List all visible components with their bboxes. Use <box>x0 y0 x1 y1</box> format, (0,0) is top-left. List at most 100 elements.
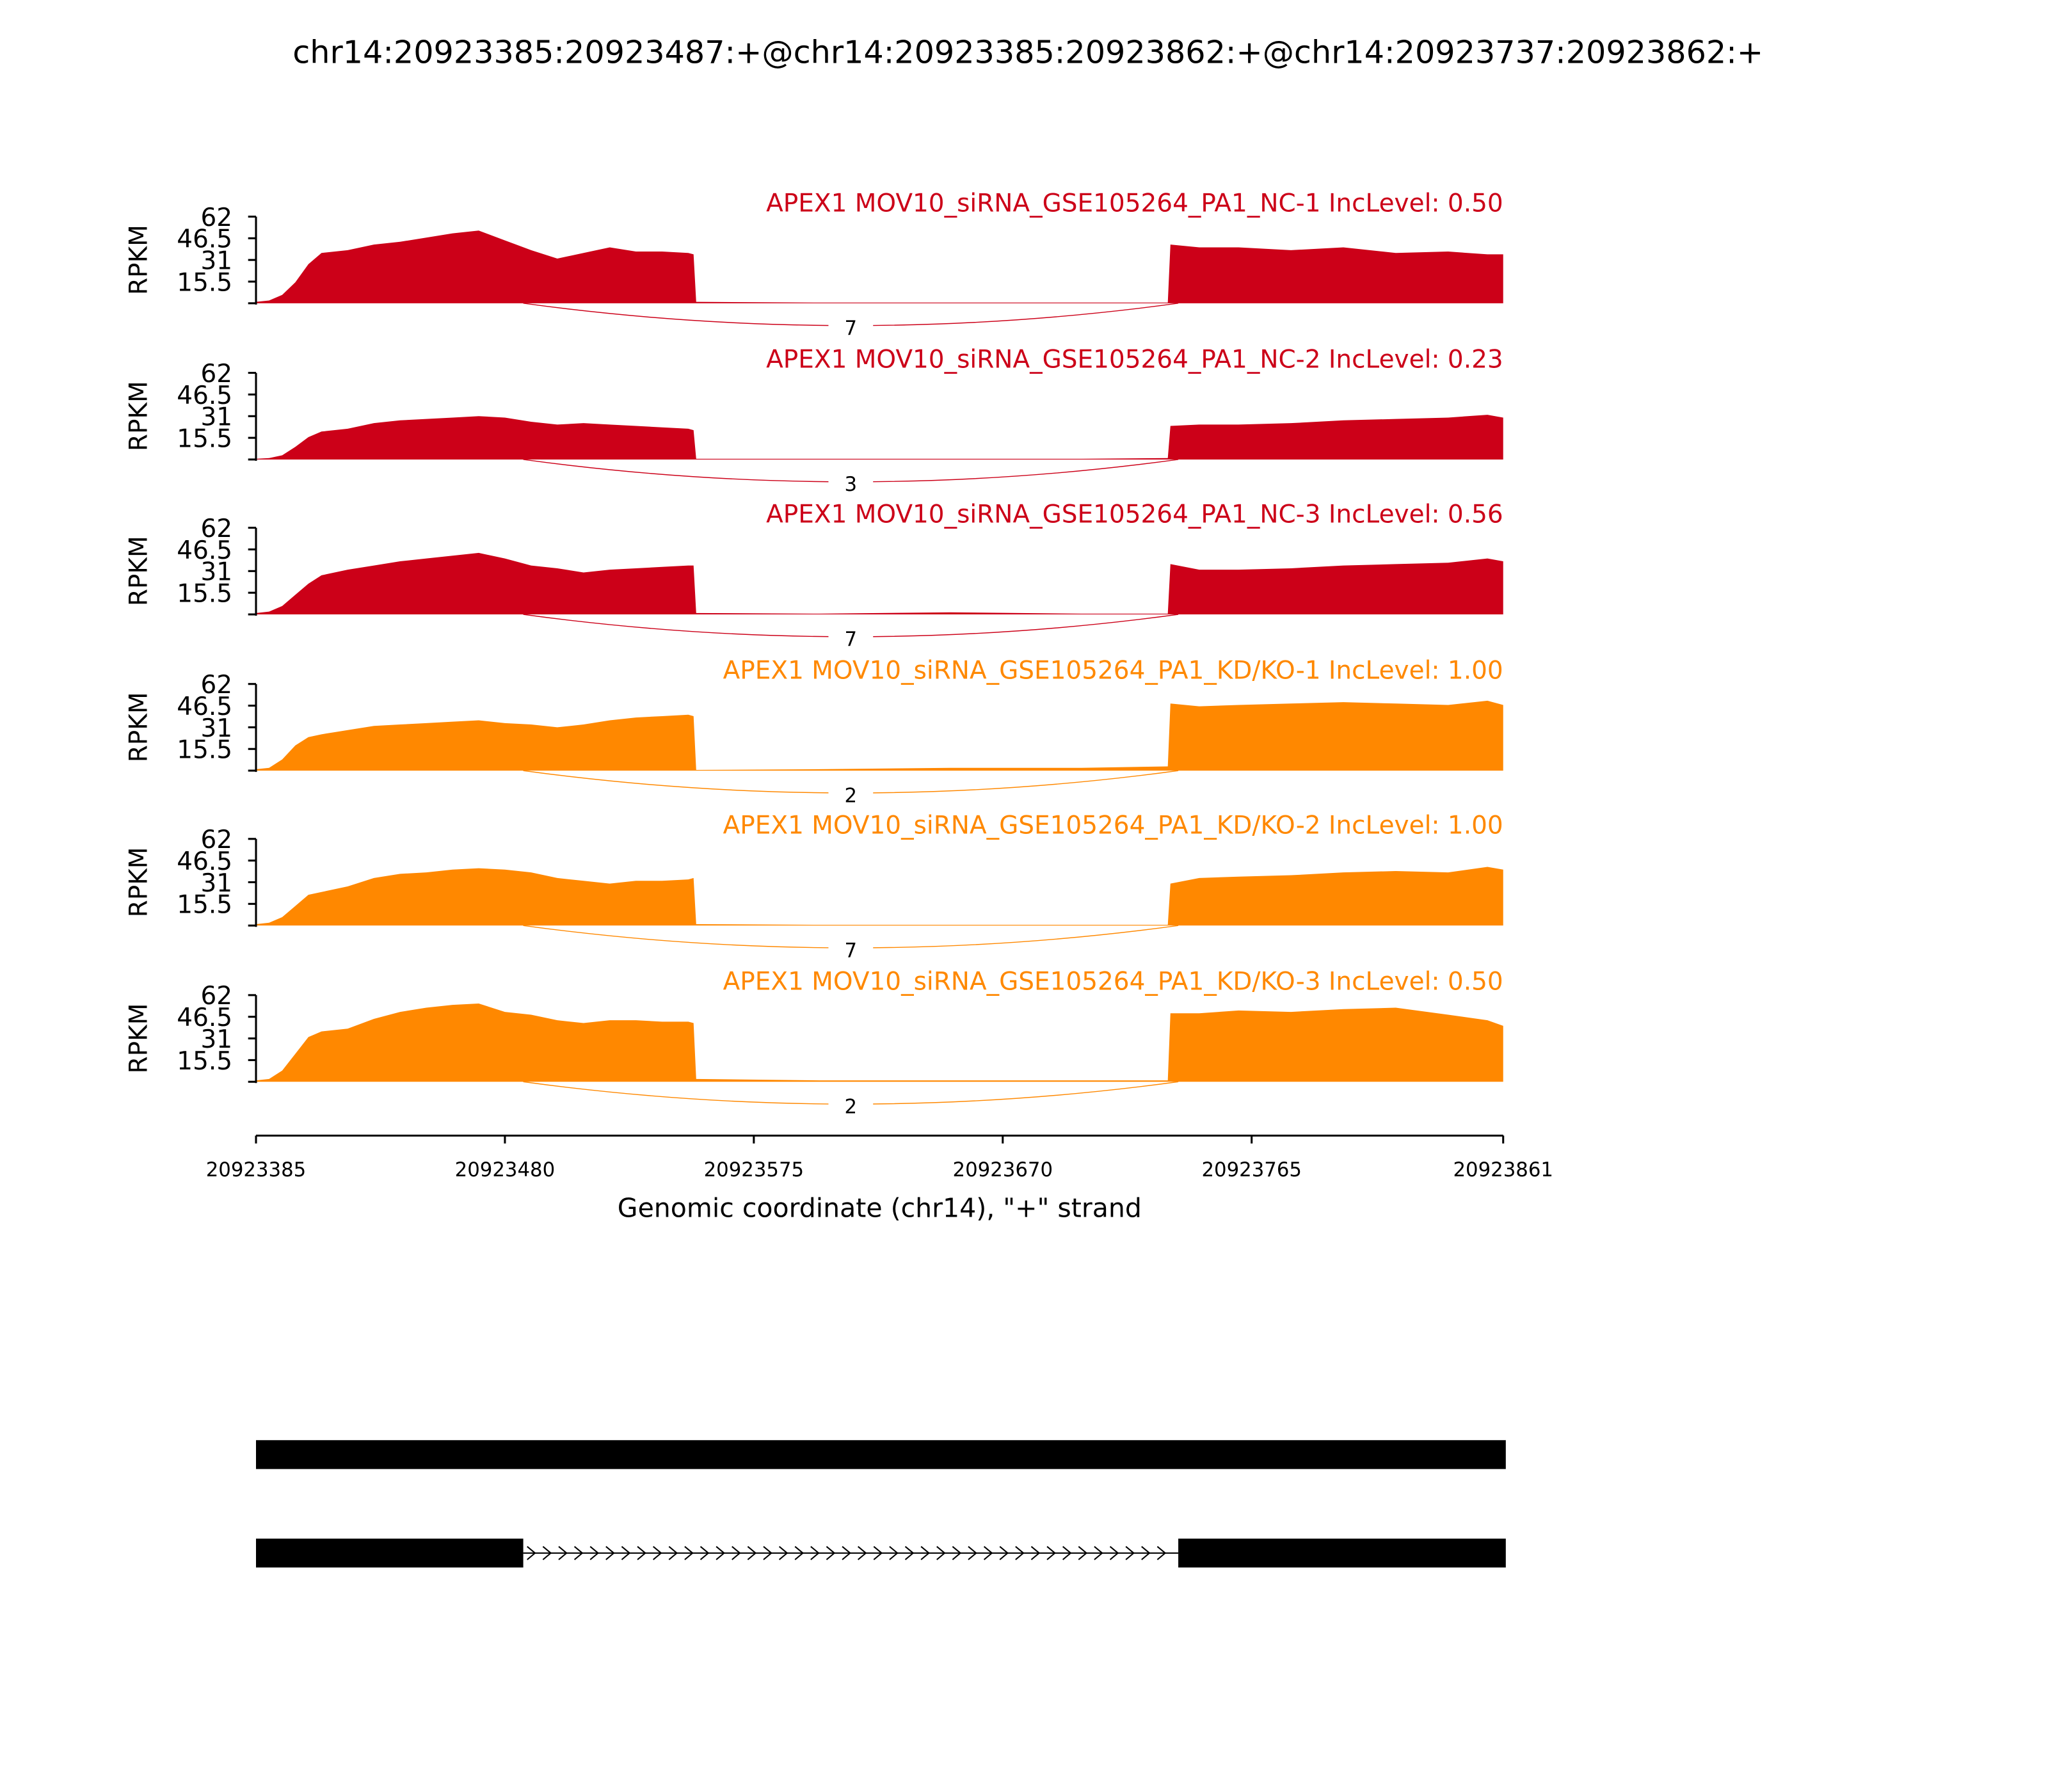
strand-arrow <box>527 1546 536 1560</box>
y-tick-label: 31 <box>200 714 232 743</box>
strand-arrow <box>873 1546 883 1560</box>
y-tick-label: 62 <box>200 671 232 700</box>
junction-label: 7 <box>845 317 858 340</box>
y-tick-label: 46.5 <box>177 847 232 876</box>
y-tick-label: 46.5 <box>177 536 232 565</box>
exon <box>1178 1539 1506 1568</box>
y-tick-label: 31 <box>200 1025 232 1054</box>
strand-arrow <box>842 1546 851 1560</box>
coverage-area <box>256 415 1503 460</box>
strand-arrow <box>1078 1546 1088 1560</box>
y-tick-label: 15.5 <box>177 268 232 297</box>
y-tick-label: 15.5 <box>177 1047 232 1076</box>
x-tick-label: 20923575 <box>704 1158 804 1181</box>
panel-label: APEX1 MOV10_siRNA_GSE105264_PA1_NC-3 Inc… <box>766 500 1503 529</box>
y-tick-label: 62 <box>200 515 232 543</box>
junction-label: 2 <box>845 1095 858 1118</box>
y-tick-label: 62 <box>200 360 232 388</box>
junction-label: 7 <box>845 939 858 962</box>
y-tick-label: 31 <box>200 558 232 587</box>
strand-arrow <box>747 1546 757 1560</box>
strand-arrow <box>668 1546 678 1560</box>
strand-arrow <box>920 1546 931 1560</box>
y-axis-label: RPKM <box>125 692 154 763</box>
strand-arrow <box>589 1546 600 1560</box>
coverage-area <box>256 552 1503 614</box>
x-axis-label: Genomic coordinate (chr14), "+" strand <box>618 1193 1142 1224</box>
strand-arrow <box>732 1546 741 1560</box>
coverage-area <box>256 700 1503 771</box>
panel-label: APEX1 MOV10_siRNA_GSE105264_PA1_KD/KO-1 … <box>723 657 1503 685</box>
coverage-area <box>256 230 1503 303</box>
strand-arrow <box>716 1546 726 1560</box>
strand-arrow <box>810 1546 820 1560</box>
strand-arrow <box>778 1546 788 1560</box>
strand-arrow <box>999 1546 1009 1560</box>
strand-arrow <box>1141 1546 1151 1560</box>
y-tick-label: 46.5 <box>177 381 232 410</box>
y-axis-label: RPKM <box>125 536 154 606</box>
strand-arrow <box>763 1546 772 1560</box>
strand-arrow <box>573 1546 584 1560</box>
y-tick-label: 46.5 <box>177 1004 232 1032</box>
junction-label-bg <box>828 625 874 652</box>
panel-label: APEX1 MOV10_siRNA_GSE105264_PA1_NC-2 Inc… <box>766 345 1503 374</box>
y-axis-label: RPKM <box>125 847 154 918</box>
strand-arrow <box>684 1546 694 1560</box>
y-tick-label: 15.5 <box>177 736 232 765</box>
coverage-area <box>256 867 1503 926</box>
strand-arrow <box>889 1546 899 1560</box>
y-tick-label: 46.5 <box>177 225 232 254</box>
panel-label: APEX1 MOV10_siRNA_GSE105264_PA1_NC-1 Inc… <box>766 189 1503 218</box>
strand-arrow <box>542 1546 552 1560</box>
junction-label: 7 <box>845 628 858 651</box>
y-axis-label: RPKM <box>125 1004 154 1074</box>
strand-arrow <box>1062 1546 1072 1560</box>
junction-label-bg <box>828 1092 874 1119</box>
junction-label-bg <box>828 936 874 963</box>
y-tick-label: 15.5 <box>177 580 232 609</box>
x-tick-label: 20923765 <box>1201 1158 1302 1181</box>
y-tick-label: 62 <box>200 204 232 232</box>
strand-arrow <box>1109 1546 1119 1560</box>
strand-arrow <box>904 1546 915 1560</box>
x-tick-label: 20923861 <box>1453 1158 1553 1181</box>
strand-arrow <box>558 1546 568 1560</box>
y-tick-label: 46.5 <box>177 692 232 721</box>
junction-label-bg <box>828 470 874 497</box>
y-tick-label: 62 <box>200 982 232 1011</box>
junction-label: 3 <box>845 473 858 496</box>
strand-arrow <box>794 1546 804 1560</box>
strand-arrow <box>968 1546 977 1560</box>
chart-title: chr14:20923385:20923487:+@chr14:20923385… <box>292 33 1763 70</box>
y-axis-label: RPKM <box>125 225 154 295</box>
y-tick-label: 31 <box>200 869 232 898</box>
y-tick-label: 15.5 <box>177 891 232 920</box>
strand-arrow <box>936 1546 946 1560</box>
strand-arrow <box>952 1546 962 1560</box>
strand-arrow <box>826 1546 836 1560</box>
strand-arrow <box>1156 1546 1167 1560</box>
strand-arrow <box>1125 1546 1135 1560</box>
y-tick-label: 31 <box>200 403 232 432</box>
exon <box>256 1440 1506 1469</box>
panel-label: APEX1 MOV10_siRNA_GSE105264_PA1_KD/KO-2 … <box>723 812 1503 840</box>
coverage-area <box>256 1003 1503 1082</box>
junction-label-bg <box>828 314 874 340</box>
x-tick-label: 20923480 <box>455 1158 556 1181</box>
x-tick-label: 20923670 <box>953 1158 1053 1181</box>
junction-label: 2 <box>845 784 858 807</box>
strand-arrow <box>983 1546 993 1560</box>
exon <box>256 1539 524 1568</box>
strand-arrow <box>653 1546 662 1560</box>
strand-arrow <box>1094 1546 1103 1560</box>
strand-arrow <box>1030 1546 1041 1560</box>
y-axis-label: RPKM <box>125 381 154 451</box>
y-tick-label: 62 <box>200 826 232 854</box>
y-tick-label: 15.5 <box>177 424 232 453</box>
junction-label-bg <box>828 781 874 808</box>
strand-arrow <box>1046 1546 1056 1560</box>
strand-arrow <box>637 1546 646 1560</box>
